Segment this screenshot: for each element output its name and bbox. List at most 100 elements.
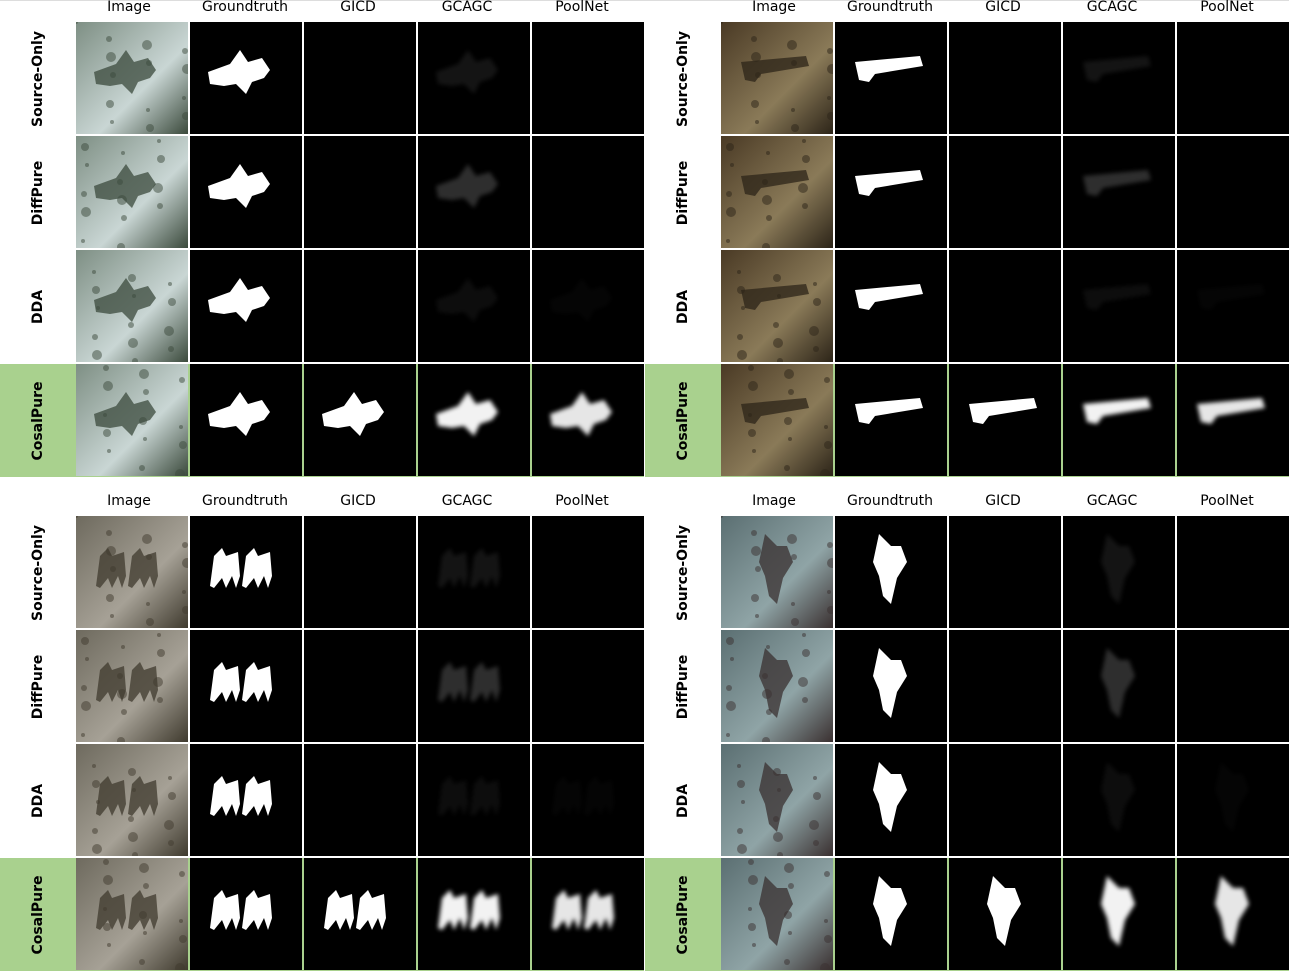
row-cosalpure: CosalPure xyxy=(0,858,644,971)
cell-gcagc xyxy=(418,364,530,476)
cell-groundtruth xyxy=(190,136,302,248)
row-label-text: DDA xyxy=(675,289,691,324)
panel-camels: Image Groundtruth GICD GCAGC PoolNet Source-O… xyxy=(0,493,644,971)
cell-gicd xyxy=(304,136,416,248)
column-header: Image xyxy=(107,493,151,509)
cell-gicd xyxy=(949,22,1061,134)
row-label-text: Source-Only xyxy=(30,524,46,621)
cell-image xyxy=(76,22,188,134)
row-label: DDA xyxy=(645,250,721,363)
row-label: Source-Only xyxy=(0,516,76,629)
cell-groundtruth xyxy=(190,364,302,476)
cell-poolnet xyxy=(532,136,644,248)
row-label-text: DiffPure xyxy=(30,654,46,719)
cell-image xyxy=(76,364,188,476)
cell-gicd xyxy=(949,136,1061,248)
row-source-only: Source-Only xyxy=(0,516,644,629)
row-label-text: CosalPure xyxy=(675,380,691,461)
row-label-text: DiffPure xyxy=(30,160,46,225)
column-header: GICD xyxy=(985,493,1021,509)
cell-gicd xyxy=(949,364,1061,476)
row-dda: DDA xyxy=(0,250,644,363)
row-dda: DDA xyxy=(0,744,644,857)
cell-gicd xyxy=(304,858,416,970)
cell-image xyxy=(76,250,188,362)
row-label-text: DDA xyxy=(30,289,46,324)
cell-poolnet xyxy=(532,858,644,970)
cell-poolnet xyxy=(1177,250,1289,362)
row-dda: DDA xyxy=(645,744,1289,857)
row-label: CosalPure xyxy=(645,364,721,477)
row-cosalpure: CosalPure xyxy=(0,364,644,477)
row-label-text: Source-Only xyxy=(675,30,691,127)
row-label-text: CosalPure xyxy=(675,874,691,955)
cell-poolnet xyxy=(532,630,644,742)
row-label: DiffPure xyxy=(645,136,721,249)
cell-poolnet xyxy=(1177,630,1289,742)
cell-gcagc xyxy=(1063,630,1175,742)
cell-image xyxy=(721,364,833,476)
cell-image xyxy=(721,858,833,970)
row-label: DDA xyxy=(0,744,76,857)
cell-poolnet xyxy=(1177,364,1289,476)
cell-gcagc xyxy=(418,22,530,134)
cell-gicd xyxy=(949,858,1061,970)
cell-image xyxy=(76,516,188,628)
column-header: Image xyxy=(752,493,796,509)
row-label-text: DiffPure xyxy=(675,160,691,225)
column-header: Groundtruth xyxy=(847,493,933,509)
row-label-text: DiffPure xyxy=(675,654,691,719)
cell-image xyxy=(721,630,833,742)
row-label: DiffPure xyxy=(645,630,721,743)
cell-gicd xyxy=(304,22,416,134)
column-header: GICD xyxy=(340,493,376,509)
row-label: Source-Only xyxy=(645,22,721,135)
row-source-only: Source-Only xyxy=(645,22,1289,135)
cell-groundtruth xyxy=(835,136,947,248)
row-diffpure: DiffPure xyxy=(0,630,644,743)
cell-gcagc xyxy=(418,250,530,362)
row-label: CosalPure xyxy=(0,364,76,477)
row-label-text: DDA xyxy=(30,783,46,818)
cell-image xyxy=(721,250,833,362)
panel-axe: Image Groundtruth GICD GCAGC PoolNet Source-O… xyxy=(645,0,1289,477)
row-source-only: Source-Only xyxy=(645,516,1289,629)
cell-poolnet xyxy=(532,516,644,628)
cell-image xyxy=(76,630,188,742)
cell-gcagc xyxy=(1063,136,1175,248)
cell-groundtruth xyxy=(190,858,302,970)
cell-image xyxy=(721,136,833,248)
cell-image xyxy=(721,516,833,628)
cell-gcagc xyxy=(1063,250,1175,362)
column-header: PoolNet xyxy=(1200,493,1254,509)
column-header: GCAGC xyxy=(1086,493,1138,509)
cell-gicd xyxy=(304,250,416,362)
column-header: Groundtruth xyxy=(202,0,288,15)
row-label: CosalPure xyxy=(0,858,76,971)
cell-groundtruth xyxy=(190,744,302,856)
cell-poolnet xyxy=(532,250,644,362)
top-rule xyxy=(0,0,1289,1)
panel-dolphin: Image Groundtruth GICD GCAGC PoolNet Source-O… xyxy=(645,493,1289,971)
cell-gcagc xyxy=(1063,744,1175,856)
cell-image xyxy=(76,744,188,856)
row-label: Source-Only xyxy=(0,22,76,135)
cell-groundtruth xyxy=(190,250,302,362)
cell-groundtruth xyxy=(835,250,947,362)
row-label: DiffPure xyxy=(0,136,76,249)
cell-poolnet xyxy=(1177,136,1289,248)
column-header: PoolNet xyxy=(555,493,609,509)
column-header: GICD xyxy=(985,0,1021,15)
cell-gcagc xyxy=(1063,858,1175,970)
row-label-text: Source-Only xyxy=(30,30,46,127)
cell-image xyxy=(721,744,833,856)
row-label: DDA xyxy=(645,744,721,857)
cell-groundtruth xyxy=(835,630,947,742)
row-label-text: CosalPure xyxy=(30,874,46,955)
cell-gcagc xyxy=(418,858,530,970)
cell-gcagc xyxy=(418,630,530,742)
cell-poolnet xyxy=(1177,22,1289,134)
cell-poolnet xyxy=(1177,744,1289,856)
cell-poolnet xyxy=(1177,516,1289,628)
cell-gicd xyxy=(949,744,1061,856)
